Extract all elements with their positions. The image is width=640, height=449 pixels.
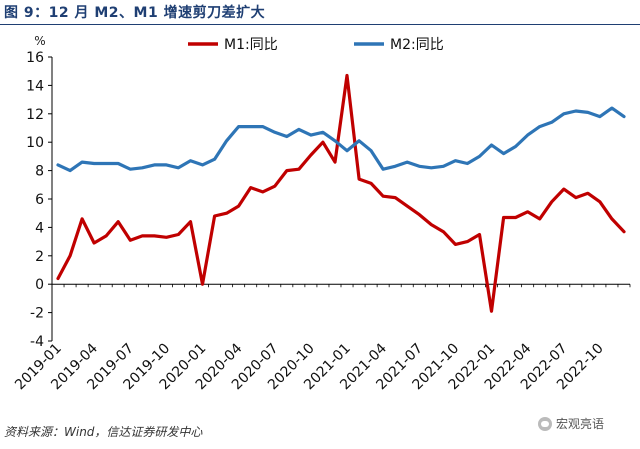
source-note: 资料来源：Wind，信达证券研发中心 <box>4 425 203 439</box>
y-tick-label: 10 <box>26 135 44 151</box>
y-tick-label: -2 <box>30 306 44 322</box>
watermark-text: 宏观亮语 <box>556 417 605 431</box>
y-axis-unit-label: % <box>34 34 45 48</box>
wechat-icon <box>538 416 552 431</box>
y-tick-label: 4 <box>35 220 44 236</box>
y-tick-label: 14 <box>26 78 44 94</box>
title-rule <box>0 24 640 25</box>
figure-title: 图 9：12 月 M2、M1 增速剪刀差扩大 <box>4 5 266 21</box>
legend-label: M2:同比 <box>390 37 444 53</box>
y-tick-label: 0 <box>35 277 44 293</box>
series-line-m2 <box>56 106 626 173</box>
y-tick-label: 6 <box>35 192 44 208</box>
y-tick-label: 2 <box>35 249 44 265</box>
series-line-m1 <box>56 73 626 313</box>
legend-label: M1:同比 <box>224 37 278 53</box>
y-tick-label: 16 <box>26 50 44 66</box>
y-tick-label: 12 <box>26 107 44 123</box>
watermark: 宏观亮语 <box>538 415 604 432</box>
y-tick-label: 8 <box>35 164 44 180</box>
y-tick-label: -4 <box>30 334 44 350</box>
